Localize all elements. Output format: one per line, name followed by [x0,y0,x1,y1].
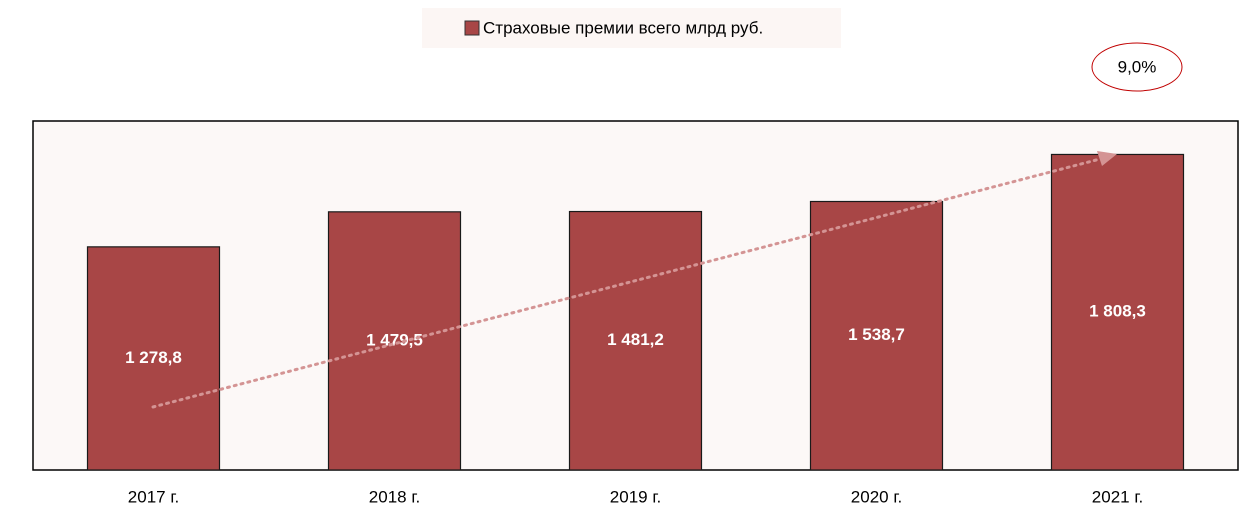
data-label: 1 481,2 [607,330,664,349]
x-tick-label: 2017 г. [128,487,179,506]
bar [1050,153,1185,471]
bar [327,211,462,471]
trend-arrow [151,157,1102,409]
annotation: 9,0% [1118,57,1157,76]
x-tick-label: 2021 г. [1092,487,1143,506]
legend-label: Страховые премии всего млрд руб. [483,18,763,37]
data-label: 1 278,8 [125,348,182,367]
annotation-ellipse [1091,42,1183,92]
legend-background [422,8,841,48]
data-label: 1 538,7 [848,325,905,344]
x-tick-label: 2018 г. [369,487,420,506]
bar [809,200,944,471]
trend-arrow-head [1097,151,1117,166]
x-tick-label: 2020 г. [851,487,902,506]
legend-swatch [464,20,480,36]
x-tick-label: 2019 г. [610,487,661,506]
bar [568,210,703,471]
data-label: 1 479,5 [366,330,423,349]
bar [86,246,221,471]
data-label: 1 808,3 [1089,302,1146,321]
